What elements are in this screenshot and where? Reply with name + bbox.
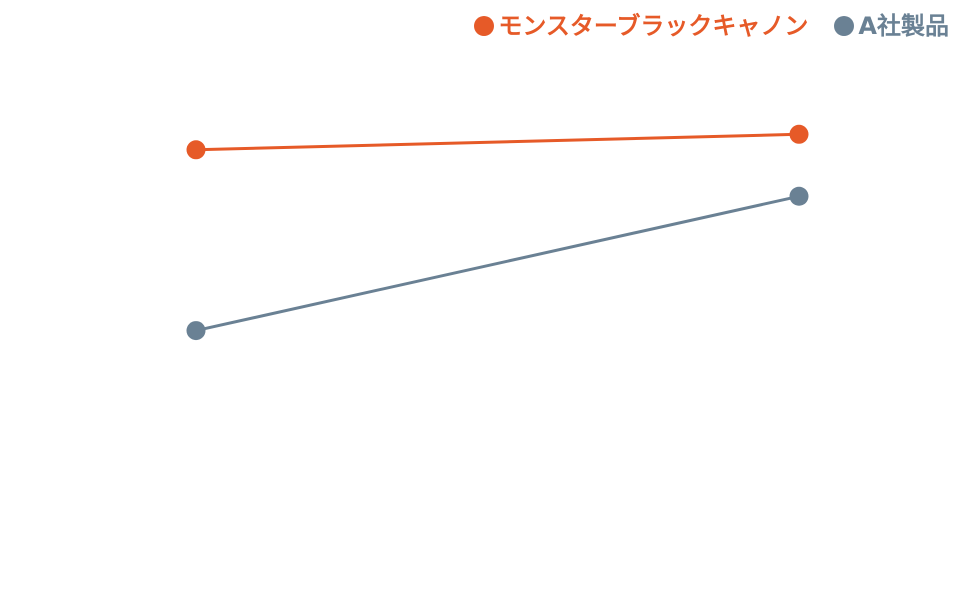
series-2 [186,186,809,341]
series-1-point-2 [789,124,809,144]
series-2-point-1 [186,321,206,341]
legend-label-series-1: モンスターブラックキャノン [498,12,809,40]
series-1-point-1 [186,140,206,160]
chart-legend: モンスターブラックキャノン A社製品 [474,14,949,38]
series-2-point-2 [789,186,809,206]
series-2-line [195,194,800,333]
legend-item-series-1: モンスターブラックキャノン [474,14,808,38]
series-1-line [195,132,800,152]
legend-marker-series-2 [834,16,855,36]
legend-item-series-2: A社製品 [834,14,949,38]
series-1 [186,124,809,160]
legend-label-series-2: A社製品 [858,12,949,40]
legend-marker-series-1 [474,16,495,36]
